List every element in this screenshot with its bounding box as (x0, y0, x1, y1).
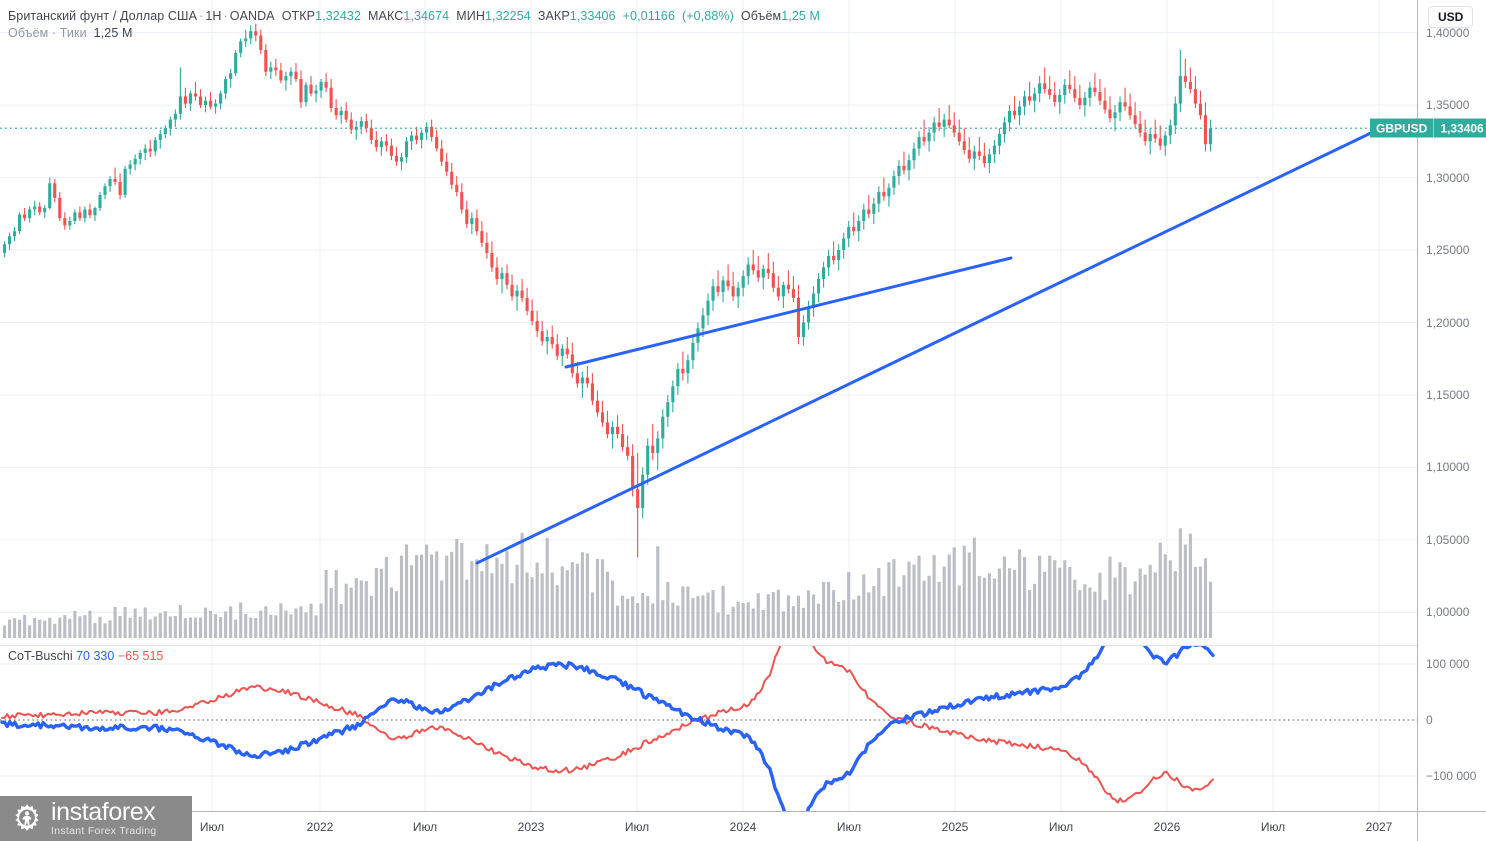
legend-symbol[interactable]: Британский фунт / Доллар США (8, 9, 198, 23)
trendline-major (475, 129, 1377, 565)
price-axis-tick: 1,15000 (1426, 388, 1470, 402)
time-axis-tick: Июл (199, 820, 225, 834)
legend-low-value: 1,32254 (484, 9, 531, 23)
gear-people-icon (10, 802, 44, 836)
legend-row-symbol: Британский фунт / Доллар США · 1H · OANDA ОТК… (8, 9, 821, 23)
price-axis-tick: 1,35000 (1426, 98, 1470, 113)
time-axis-tick: Июл (1048, 820, 1074, 834)
price-axis-tick: 1,20000 (1426, 315, 1470, 330)
price-tag-gbpusd: GBPUSD 1,33406 (1370, 118, 1486, 138)
time-axis-tick: 2027 (1365, 820, 1393, 834)
brand-name: instaforex (51, 798, 156, 827)
currency-badge: USD (1428, 6, 1474, 28)
time-axis[interactable]: Июл 2022 Июл 2023 Июл 2024 Июл 2025 Июл 2026 Июл 20… (0, 812, 1486, 841)
time-axis-tick: Июл (1260, 820, 1286, 834)
legend-open-label: ОТКР (281, 9, 316, 23)
legend-close-value: 1,33406 (569, 9, 616, 23)
legend-high-value: 1,34674 (403, 9, 450, 23)
time-axis-tick: 2024 (729, 820, 757, 834)
price-axis-tick: 1,30000 (1426, 170, 1470, 185)
time-axis-tick: 2025 (941, 820, 969, 834)
chart-legend: Британский фунт / Доллар США · 1H · OANDA ОТК… (8, 8, 820, 42)
brand-text: instaforex Instant Forex Trading (51, 800, 157, 837)
cot-long-value: 70 330 (76, 649, 115, 663)
price-tag-symbol: GBPUSD (1370, 118, 1435, 138)
legend-row-volume: Объём · Тики 1,25 M (8, 25, 820, 42)
legend-change-pct: (+0,88%) (682, 9, 734, 23)
price-axis-tick: 1,40000 (1426, 25, 1470, 40)
cot-short-line (1, 646, 1214, 804)
time-axis-tick: Июл (836, 820, 862, 834)
cot-axis-tick: −100 000 (1426, 769, 1477, 783)
brand-tagline: Instant Forex Trading (51, 825, 157, 838)
cot-title[interactable]: CoT-Buschi (8, 649, 73, 663)
candlestick-series (2, 23, 1213, 558)
legend-volume-value: 1,25 M (781, 9, 821, 23)
cot-axis-tick: 0 (1426, 713, 1433, 727)
legend-change-abs: +0,01166 (622, 9, 676, 23)
cot-legend: CoT-Buschi 70 330 −65 515 (8, 649, 163, 663)
price-tag-value: 1,33406 (1434, 118, 1486, 138)
price-axis-tick: 1,25000 (1426, 243, 1470, 257)
price-axis-tick: 1,10000 (1426, 460, 1470, 475)
legend-exchange: OANDA (229, 9, 275, 23)
legend-open-value: 1,32432 (315, 9, 361, 23)
legend-interval[interactable]: 1H (205, 9, 222, 23)
time-axis-separator (1417, 812, 1418, 841)
volume-indicator-value: 1,25 M (93, 26, 133, 40)
price-chart-svg[interactable] (0, 0, 1417, 645)
cot-chart-svg[interactable] (0, 646, 1417, 811)
time-axis-tick: 2023 (517, 820, 545, 834)
time-axis-tick: 2022 (306, 820, 334, 834)
volume-indicator-label[interactable]: Объём · Тики (8, 26, 87, 40)
axis-bottom-rule (0, 811, 1486, 812)
cot-indicator-pane[interactable] (0, 646, 1417, 811)
price-axis-tick: 1,05000 (1426, 532, 1470, 547)
legend-close-label: ЗАКР (537, 9, 570, 23)
legend-volume-label: Объём (740, 9, 782, 23)
pane-divider (0, 645, 1417, 646)
cot-short-value: −65 515 (117, 649, 164, 663)
volume-histogram (2, 528, 1213, 638)
cot-long-line (0, 646, 1215, 811)
time-axis-tick: Июл (624, 820, 650, 834)
trendline-minor (564, 256, 1013, 369)
cot-axis-tick: 100 000 (1426, 657, 1470, 671)
time-axis-tick: Июл (412, 820, 438, 834)
time-axis-tick: 2026 (1153, 820, 1181, 834)
legend-low-label: МИН (456, 9, 485, 23)
legend-high-label: МАКС (368, 9, 404, 23)
instaforex-watermark: instaforex Instant Forex Trading (0, 796, 192, 841)
price-axis-tick: 1,00000 (1426, 605, 1470, 620)
price-pane[interactable] (0, 0, 1417, 645)
